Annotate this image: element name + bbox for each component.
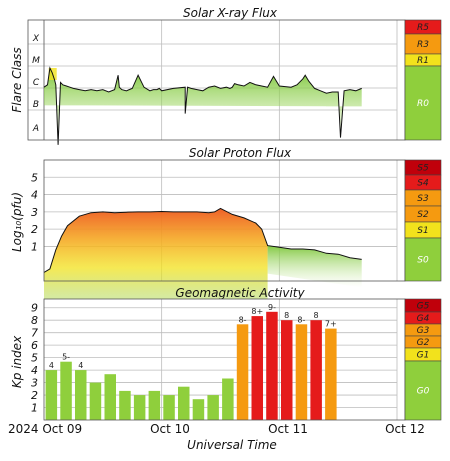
kp-ytick-4: 4 bbox=[31, 364, 38, 377]
x-tick-1: Oct 10 bbox=[150, 422, 190, 436]
kp-scale-label-g0: G0 bbox=[417, 387, 430, 397]
proton-ytick-1: 1 bbox=[31, 240, 38, 253]
xray-radio-blackout-scale: R5 R3 R1 R0 bbox=[404, 19, 442, 141]
kp-bar bbox=[163, 395, 175, 420]
kp-ytick-9: 9 bbox=[31, 302, 38, 315]
kp-geomagnetic-storm-scale: G5 G4 G3 G2 G1 G0 bbox=[404, 298, 442, 421]
kp-scale-band bbox=[404, 360, 442, 421]
kp-scale-label-g4: G4 bbox=[417, 314, 430, 324]
kp-scale-label-g2: G2 bbox=[417, 338, 430, 348]
kp-bar bbox=[119, 390, 131, 420]
kp-bar bbox=[236, 324, 249, 420]
kp-bar-label: 8 bbox=[314, 311, 319, 320]
kp-bar-label: 9- bbox=[268, 303, 276, 312]
x-axis-label: Universal Time bbox=[187, 438, 277, 452]
kp-bar-label: 4 bbox=[49, 361, 54, 370]
kp-scale-label-g1: G1 bbox=[417, 351, 430, 361]
kp-bar bbox=[45, 370, 58, 420]
xray-scale-label-r5: R5 bbox=[417, 23, 429, 33]
kp-title: Geomagnetic Activity bbox=[175, 286, 305, 300]
proton-ytick-5: 5 bbox=[31, 171, 38, 184]
xray-flux-fill bbox=[44, 68, 362, 145]
proton-scale-label-s1: S1 bbox=[417, 226, 428, 236]
kp-ytick-2: 2 bbox=[31, 389, 38, 402]
proton-scale-label-s0: S0 bbox=[417, 256, 429, 266]
x-tick-3: Oct 12 bbox=[385, 422, 425, 436]
kp-bar bbox=[207, 395, 219, 420]
kp-ytick-5: 5 bbox=[31, 352, 38, 365]
kp-bar bbox=[222, 378, 234, 420]
proton-scale-label-s4: S4 bbox=[417, 179, 429, 189]
x-tick-0: 2024 Oct 09 bbox=[8, 422, 82, 436]
flare-class-c: C bbox=[33, 78, 40, 88]
proton-scale-band bbox=[404, 237, 442, 282]
kp-bar bbox=[133, 395, 146, 420]
xray-scale-label-r3: R3 bbox=[417, 40, 429, 50]
kp-ytick-3: 3 bbox=[31, 377, 38, 390]
proton-scale-label-s3: S3 bbox=[417, 194, 429, 204]
xray-title: Solar X-ray Flux bbox=[183, 6, 278, 20]
flare-class-a: A bbox=[32, 124, 39, 134]
kp-ytick-6: 6 bbox=[31, 339, 38, 352]
kp-bar bbox=[192, 399, 205, 420]
kp-bar bbox=[75, 370, 87, 420]
kp-bar bbox=[281, 320, 293, 420]
flare-class-m: M bbox=[32, 56, 40, 66]
proton-panel: 1 2 3 4 5 S5 S4 S3 S2 S1 S0 bbox=[31, 159, 442, 328]
proton-ylabel: Log₁₀(pfu) bbox=[10, 192, 24, 252]
x-tick-2: Oct 11 bbox=[268, 422, 308, 436]
kp-ytick-8: 8 bbox=[31, 314, 38, 327]
kp-bar bbox=[178, 386, 190, 420]
kp-bar-label: 8+ bbox=[251, 307, 263, 316]
kp-bar-label: 8 bbox=[284, 311, 289, 320]
kp-bar bbox=[325, 328, 337, 420]
flare-class-x: X bbox=[32, 34, 40, 44]
proton-title: Solar Proton Flux bbox=[189, 146, 292, 160]
kp-bar bbox=[89, 382, 102, 420]
kp-ytick-7: 7 bbox=[31, 327, 38, 340]
proton-flux-fill bbox=[44, 208, 268, 328]
kp-scale-label-g3: G3 bbox=[417, 326, 430, 336]
xray-scale-label-r0: R0 bbox=[417, 99, 429, 109]
kp-ytick-1: 1 bbox=[31, 402, 38, 415]
kp-bar bbox=[310, 320, 322, 420]
xray-scale-label-r1: R1 bbox=[417, 56, 429, 66]
xray-flux-line bbox=[43, 66, 362, 145]
kp-bar bbox=[60, 361, 72, 420]
kp-bar bbox=[251, 316, 263, 420]
kp-bar bbox=[148, 390, 161, 420]
proton-radiation-storm-scale: S5 S4 S3 S2 S1 S0 bbox=[404, 159, 442, 282]
kp-bar bbox=[295, 324, 308, 420]
proton-scale-label-s2: S2 bbox=[417, 210, 429, 220]
kp-bar bbox=[104, 374, 116, 420]
proton-ytick-2: 2 bbox=[31, 223, 38, 236]
kp-ylabel: Kp index bbox=[10, 335, 24, 388]
kp-bar bbox=[266, 311, 278, 420]
kp-bar-label: 7+ bbox=[325, 320, 337, 329]
proton-flux-line bbox=[43, 207, 362, 273]
flare-class-b: B bbox=[33, 100, 39, 110]
xray-panel: A B C M X R5 R3 R1 R0 bbox=[27, 19, 442, 145]
proton-ytick-3: 3 bbox=[31, 206, 38, 219]
kp-bar-label: 8- bbox=[239, 315, 247, 324]
kp-scale-label-g5: G5 bbox=[417, 302, 430, 312]
xray-scale-band bbox=[404, 65, 442, 141]
kp-bar-label: 5- bbox=[62, 353, 70, 362]
proton-scale-label-s5: S5 bbox=[417, 164, 429, 174]
x-axis: 2024 Oct 09 Oct 10 Oct 11 Oct 12 bbox=[8, 422, 425, 436]
kp-bar-label: 8- bbox=[297, 315, 305, 324]
kp-bar-label: 4 bbox=[78, 361, 83, 370]
xray-ylabel: Flare Class bbox=[10, 47, 24, 112]
proton-flux-fill-low bbox=[267, 245, 362, 288]
proton-ytick-4: 4 bbox=[31, 189, 38, 202]
